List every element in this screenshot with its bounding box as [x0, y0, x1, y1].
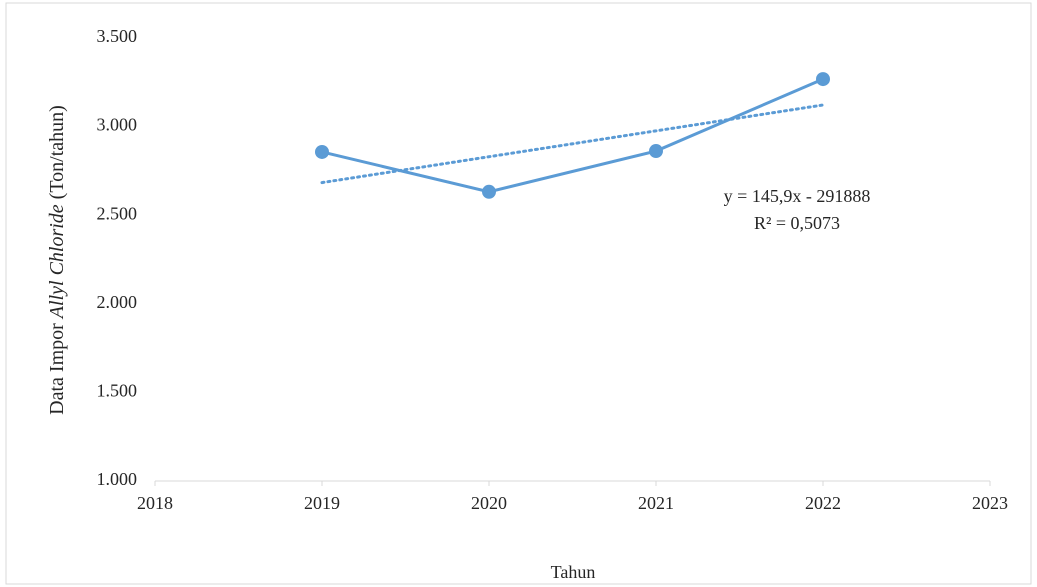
y-label-part: (Ton/tahun): [46, 105, 68, 204]
x-axis-label: Tahun: [551, 562, 596, 582]
x-tick-label: 2020: [471, 493, 507, 513]
y-tick-label: 1.000: [97, 469, 138, 489]
y-tick-label: 3.000: [97, 115, 138, 135]
x-tick-label: 2021: [638, 493, 674, 513]
data-point: [649, 144, 663, 159]
chart-border: [5, 2, 1032, 585]
series-line: [321, 77, 824, 194]
x-tick-label: 2019: [304, 493, 340, 513]
data-point: [816, 72, 830, 87]
data-point: [315, 144, 329, 159]
y-label-part: Data Impor: [46, 318, 68, 415]
annotation: y = 145,9x - 291888: [724, 186, 871, 206]
y-tick-label: 3.500: [97, 26, 138, 46]
y-tick-label: 1.500: [97, 381, 138, 401]
y-axis-label: Data Impor Allyl Chloride (Ton/tahun): [46, 105, 68, 415]
y-tick-label: 2.000: [97, 292, 138, 312]
data-point: [482, 184, 496, 199]
x-tick-label: 2022: [805, 493, 841, 513]
y-tick-label: 2.500: [97, 203, 138, 223]
y-label-part: Allyl Chloride: [46, 204, 68, 320]
x-tick-label: 2018: [137, 493, 173, 513]
trendline: [320, 103, 825, 185]
annotation: R² = 0,5073: [754, 213, 840, 233]
x-tick-label: 2023: [972, 493, 1008, 513]
